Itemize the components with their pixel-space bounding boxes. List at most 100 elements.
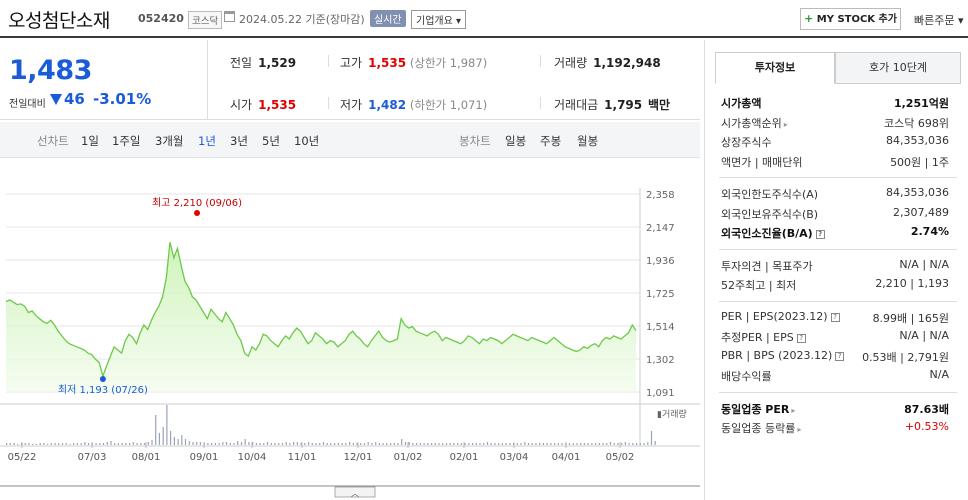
- period-1w[interactable]: 1주일: [112, 134, 141, 148]
- volume-bar: [602, 443, 604, 445]
- volume-bar: [352, 443, 354, 445]
- volume-bar: [535, 443, 537, 445]
- volume-bar: [490, 443, 492, 445]
- period-3m[interactable]: 3개월: [155, 134, 184, 148]
- period-1y[interactable]: 1년: [198, 134, 216, 148]
- candle-week[interactable]: 주봉: [540, 134, 562, 148]
- volume-bar: [449, 443, 451, 445]
- x-tick-label: 07/03: [78, 452, 107, 463]
- volume-bar: [289, 443, 291, 445]
- volume-bar: [181, 435, 183, 445]
- volume-bar: [367, 442, 369, 445]
- caret-right-icon[interactable]: ▸: [791, 405, 796, 415]
- volume-bar: [472, 443, 474, 445]
- volume-bar: [95, 443, 97, 445]
- collapse-button[interactable]: [334, 486, 376, 498]
- volume-bar: [609, 442, 612, 445]
- info-value: +0.53%: [904, 420, 949, 433]
- volume-label: ▮거래량: [657, 408, 687, 420]
- caret-right-icon[interactable]: ▸: [783, 119, 788, 129]
- volume-bar: [572, 443, 574, 445]
- volume-bar: [13, 443, 15, 445]
- down-triangle-icon: [50, 94, 62, 105]
- corp-info-button[interactable]: 기업개요 ▾: [411, 10, 467, 29]
- volume-bar: [211, 443, 213, 445]
- info-key: 추정PER | EPS?: [721, 329, 806, 345]
- line-chart-label[interactable]: 선차트: [37, 134, 69, 148]
- volume-bar: [199, 442, 201, 445]
- trade-amount: 거래대금 1,795 백만: [554, 98, 671, 112]
- volume-bar: [498, 443, 500, 445]
- volume-bar: [158, 433, 160, 445]
- volume-bar: [140, 443, 142, 445]
- volume-bar: [375, 442, 377, 445]
- volume-bar: [486, 442, 489, 445]
- volume-bar: [356, 443, 358, 445]
- info-row: PBR | BPS (2023.12)? 0.53배 | 2,791원: [721, 349, 949, 367]
- tab-investment-info[interactable]: 투자정보: [715, 52, 835, 84]
- volume-bar: [565, 443, 567, 445]
- x-tick-label: 09/01: [190, 452, 219, 463]
- info-value: 84,353,036: [886, 186, 949, 199]
- info-value: 2.74%: [910, 225, 949, 238]
- volume-bar: [177, 439, 179, 445]
- period-3y[interactable]: 3년: [230, 134, 248, 148]
- volume-bar: [270, 443, 272, 445]
- high-marker: [194, 210, 200, 216]
- candle-month[interactable]: 월봉: [577, 134, 599, 148]
- volume-bar: [561, 443, 563, 445]
- chart-toolbar: 선차트 1일 1주일 3개월 1년 3년 5년 10년 봉차트 일봉 주봉 월봉: [0, 122, 700, 158]
- volume-bar: [341, 443, 343, 445]
- info-row: 시가총액 1,251억원: [721, 95, 949, 113]
- period-5y[interactable]: 5년: [262, 134, 280, 148]
- volume-bar: [35, 444, 37, 445]
- volume-bar: [516, 443, 518, 445]
- volume-bar: [20, 443, 23, 445]
- change-label: 전일대비: [9, 99, 46, 110]
- y-tick-label: 1,514: [646, 322, 675, 333]
- info-value: 87.63배: [904, 402, 949, 416]
- volume-bar: [382, 443, 384, 445]
- volume-bar: [647, 442, 649, 445]
- volume-bar: [539, 443, 541, 445]
- price-chart[interactable]: 2,358 2,147 1,936 1,725 1,514 1,302 1,091 05/2…: [0, 158, 700, 500]
- volume-bar: [363, 443, 366, 445]
- investment-info-panel: 투자정보 호가 10단계 시가총액 1,251억원 시가총액순위 ▸ 코스닥 698위 상…: [704, 40, 968, 500]
- x-tick-label: 05/02: [606, 452, 635, 463]
- volume-bar: [632, 443, 634, 445]
- caret-right-icon[interactable]: ▸: [797, 425, 802, 434]
- help-icon[interactable]: ?: [815, 230, 825, 239]
- volume-bar: [438, 443, 440, 445]
- volume-bar: [255, 443, 257, 445]
- volume-bar: [136, 443, 138, 445]
- info-row: 외국인한도주식수(A) 84,353,036: [721, 186, 949, 204]
- period-1d[interactable]: 1일: [81, 134, 99, 148]
- info-value: N/A | N/A: [899, 257, 949, 271]
- chevron-up-icon: ︿: [351, 489, 359, 498]
- volume-bar: [162, 427, 164, 445]
- help-icon[interactable]: ?: [830, 312, 840, 322]
- volume-bar: [58, 443, 60, 445]
- tab-order-book[interactable]: 호가 10단계: [835, 52, 961, 84]
- volume-bar: [401, 439, 403, 445]
- add-mystock-button[interactable]: + MY STOCK 추가: [800, 8, 901, 30]
- volume-bar: [233, 443, 235, 445]
- candle-chart-label[interactable]: 봉차트: [459, 134, 491, 148]
- volume-bar: [464, 443, 466, 445]
- info-row: 상장주식수 84,353,036: [721, 134, 949, 152]
- quick-order-button[interactable]: 빠른주문 ▾: [914, 14, 964, 27]
- volume-bar: [28, 443, 30, 445]
- volume-bar: [337, 443, 339, 445]
- help-icon[interactable]: ?: [835, 351, 845, 361]
- y-tick-label: 1,302: [646, 355, 675, 366]
- help-icon[interactable]: ?: [796, 334, 806, 343]
- period-10y[interactable]: 10년: [294, 134, 320, 148]
- realtime-button[interactable]: 실시간: [370, 10, 406, 27]
- info-value: 1,251억원: [893, 97, 949, 110]
- volume-bar: [218, 443, 220, 445]
- volume-bar: [628, 443, 630, 445]
- volume-bar: [505, 443, 507, 445]
- low-price: 저가 1,482 (하한가 1,071): [340, 98, 488, 112]
- high-label: 최고 2,210 (09/06): [152, 197, 242, 209]
- candle-day[interactable]: 일봉: [505, 134, 527, 148]
